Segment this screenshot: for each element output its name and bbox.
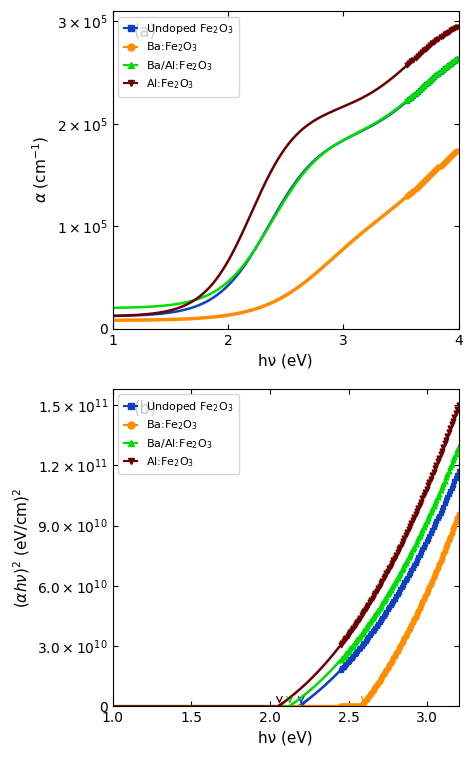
Undoped Fe₂O₃ xyxy=(110,702,116,711)
Undoped Fe₂O₃ xyxy=(189,702,195,711)
Ba:Fe₂O₃ xyxy=(337,702,343,711)
Ba:Fe₂O₃ xyxy=(142,316,147,325)
Ba/Al:Fe₂O₃ xyxy=(233,269,239,279)
Ba/Al:Fe₂O₃ xyxy=(329,142,335,151)
Al:Fe₂O₃ xyxy=(110,702,116,711)
Ba/Al:Fe₂O₃ xyxy=(279,702,285,711)
Al:Fe₂O₃ xyxy=(404,61,410,70)
Y-axis label: $(\alpha h\nu)^2$ (eV/cm)$^2$: $(\alpha h\nu)^2$ (eV/cm)$^2$ xyxy=(11,488,32,608)
Text: (a): (a) xyxy=(134,23,156,41)
X-axis label: hν (eV): hν (eV) xyxy=(258,731,313,746)
Al:Fe₂O₃ xyxy=(259,185,264,195)
Al:Fe₂O₃ xyxy=(142,310,147,319)
Undoped Fe₂O₃ xyxy=(279,702,285,711)
Ba:Fe₂O₃ xyxy=(171,315,177,324)
Ba/Al:Fe₂O₃ xyxy=(131,303,137,312)
Undoped Fe₂O₃ xyxy=(142,310,147,319)
Line: Ba:Fe₂O₃: Ba:Fe₂O₃ xyxy=(113,197,407,320)
Undoped Fe₂O₃ xyxy=(233,272,239,281)
Al:Fe₂O₃ xyxy=(189,702,195,711)
Line: Undoped Fe₂O₃: Undoped Fe₂O₃ xyxy=(113,671,340,706)
Undoped Fe₂O₃ xyxy=(131,311,137,320)
Ba:Fe₂O₃ xyxy=(233,309,239,318)
Line: Al:Fe₂O₃: Al:Fe₂O₃ xyxy=(113,646,340,706)
Ba:Fe₂O₃ xyxy=(131,316,137,325)
Ba/Al:Fe₂O₃ xyxy=(171,300,177,309)
Line: Ba/Al:Fe₂O₃: Ba/Al:Fe₂O₃ xyxy=(113,101,407,308)
Ba:Fe₂O₃ xyxy=(229,702,235,711)
Undoped Fe₂O₃ xyxy=(259,233,264,242)
Line: Ba/Al:Fe₂O₃: Ba/Al:Fe₂O₃ xyxy=(113,661,340,706)
Ba/Al:Fe₂O₃ xyxy=(142,303,147,312)
Ba:Fe₂O₃ xyxy=(259,302,264,311)
Al:Fe₂O₃ xyxy=(279,699,285,709)
Al:Fe₂O₃ xyxy=(229,702,235,711)
Undoped Fe₂O₃ xyxy=(337,666,343,675)
Al:Fe₂O₃ xyxy=(171,305,177,314)
Line: Undoped Fe₂O₃: Undoped Fe₂O₃ xyxy=(113,101,407,316)
Undoped Fe₂O₃ xyxy=(171,307,177,316)
Undoped Fe₂O₃ xyxy=(220,702,226,711)
Ba:Fe₂O₃ xyxy=(110,316,116,325)
Ba/Al:Fe₂O₃ xyxy=(249,702,255,711)
Al:Fe₂O₃ xyxy=(110,311,116,320)
Ba:Fe₂O₃ xyxy=(189,702,195,711)
Undoped Fe₂O₃ xyxy=(292,702,297,711)
Undoped Fe₂O₃ xyxy=(249,702,255,711)
Ba:Fe₂O₃ xyxy=(292,702,297,711)
Ba/Al:Fe₂O₃ xyxy=(404,96,410,105)
Ba:Fe₂O₃ xyxy=(249,702,255,711)
Al:Fe₂O₃ xyxy=(220,702,226,711)
Ba/Al:Fe₂O₃ xyxy=(229,702,235,711)
Ba/Al:Fe₂O₃ xyxy=(292,698,297,707)
Ba/Al:Fe₂O₃ xyxy=(110,304,116,313)
Y-axis label: $\alpha$ (cm$^{-1}$): $\alpha$ (cm$^{-1}$) xyxy=(31,136,51,204)
Al:Fe₂O₃ xyxy=(233,241,239,251)
Ba/Al:Fe₂O₃ xyxy=(337,656,343,665)
Ba/Al:Fe₂O₃ xyxy=(110,702,116,711)
Ba:Fe₂O₃ xyxy=(329,255,335,264)
Undoped Fe₂O₃ xyxy=(404,97,410,106)
Ba/Al:Fe₂O₃ xyxy=(259,234,264,243)
Ba:Fe₂O₃ xyxy=(279,702,285,711)
Ba:Fe₂O₃ xyxy=(110,702,116,711)
X-axis label: hν (eV): hν (eV) xyxy=(258,353,313,368)
Ba:Fe₂O₃ xyxy=(404,192,410,201)
Al:Fe₂O₃ xyxy=(292,690,297,699)
Ba:Fe₂O₃ xyxy=(220,702,226,711)
Al:Fe₂O₃ xyxy=(337,641,343,650)
Text: (b): (b) xyxy=(134,400,157,419)
Undoped Fe₂O₃ xyxy=(229,702,235,711)
Al:Fe₂O₃ xyxy=(329,107,335,116)
Legend: Undoped Fe$_2$O$_3$, Ba:Fe$_2$O$_3$, Ba/Al:Fe$_2$O$_3$, Al:Fe$_2$O$_3$: Undoped Fe$_2$O$_3$, Ba:Fe$_2$O$_3$, Ba/… xyxy=(118,394,239,475)
Legend: Undoped Fe$_2$O$_3$, Ba:Fe$_2$O$_3$, Ba/Al:Fe$_2$O$_3$, Al:Fe$_2$O$_3$: Undoped Fe$_2$O$_3$, Ba:Fe$_2$O$_3$, Ba/… xyxy=(118,17,239,96)
Ba/Al:Fe₂O₃ xyxy=(220,702,226,711)
Undoped Fe₂O₃ xyxy=(110,311,116,320)
Ba/Al:Fe₂O₃ xyxy=(189,702,195,711)
Line: Al:Fe₂O₃: Al:Fe₂O₃ xyxy=(113,66,407,316)
Undoped Fe₂O₃ xyxy=(329,142,335,151)
Al:Fe₂O₃ xyxy=(131,310,137,319)
Al:Fe₂O₃ xyxy=(249,702,255,711)
